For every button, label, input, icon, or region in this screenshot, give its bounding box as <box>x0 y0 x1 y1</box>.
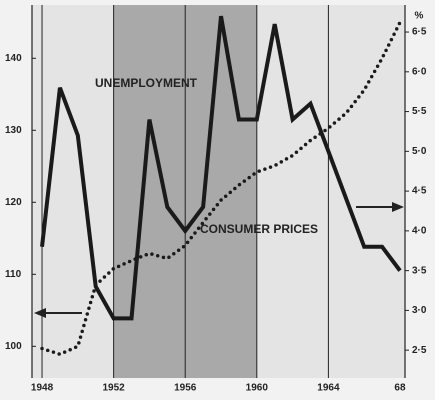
annotation: CONSUMER PRICES <box>200 222 318 236</box>
x-tick-label: 1952 <box>102 383 125 394</box>
y2-unit: % <box>415 11 424 22</box>
y-tick-label: 140 <box>5 53 22 64</box>
y-tick-label: 130 <box>5 125 22 136</box>
y2-tick-label: 3·5 <box>412 265 427 276</box>
y2-tick-label: 6·5 <box>412 27 427 38</box>
y2-tick-label: 6·0 <box>412 66 427 77</box>
series-line <box>40 15 402 321</box>
arrow-right <box>356 202 404 212</box>
y2-tick-label: 2·5 <box>412 345 427 356</box>
annotation: UNEMPLOYMENT <box>95 76 198 90</box>
x-tick-label: 1948 <box>31 383 54 394</box>
y-tick-label: 100 <box>5 341 22 352</box>
series-line <box>40 20 402 357</box>
x-tick-label: 1960 <box>246 383 269 394</box>
y2-tick-label: 4·5 <box>412 186 427 197</box>
y2-tick-label: 5·0 <box>412 146 427 157</box>
x-tick-label: 1956 <box>174 383 197 394</box>
arrow-left <box>34 308 82 318</box>
y2-tick-label: 3·0 <box>412 305 427 316</box>
y2-tick-label: 4·0 <box>412 226 427 237</box>
y-tick-label: 120 <box>5 197 22 208</box>
x-tick-label: 68 <box>394 383 406 394</box>
y2-tick-label: 5·5 <box>412 106 427 117</box>
x-tick-label: 1964 <box>317 383 340 394</box>
y-tick-label: 110 <box>5 269 22 280</box>
